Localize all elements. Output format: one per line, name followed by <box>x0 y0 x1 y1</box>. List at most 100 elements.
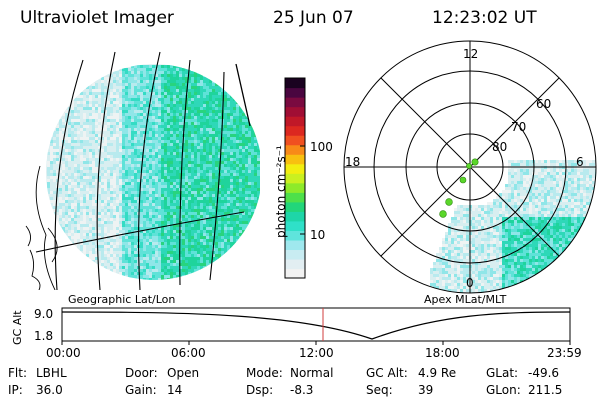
emission-pixel <box>116 83 119 86</box>
emission-pixel <box>200 134 203 137</box>
emission-pixel <box>128 263 131 266</box>
emission-pixel <box>173 191 176 194</box>
emission-pixel <box>224 92 227 95</box>
emission-pixel <box>104 251 107 254</box>
emission-pixel <box>227 185 230 188</box>
emission-pixel <box>131 122 134 125</box>
emission-pixel <box>149 209 152 212</box>
emission-pixel <box>251 221 254 224</box>
emission-pixel <box>74 167 77 170</box>
emission-pixel <box>167 92 170 95</box>
emission-pixel <box>86 104 89 107</box>
emission-pixel <box>56 140 59 143</box>
emission-pixel <box>197 149 200 152</box>
emission-pixel <box>571 208 574 211</box>
emission-pixel <box>529 184 532 187</box>
emission-pixel <box>83 212 86 215</box>
emission-pixel <box>535 214 538 217</box>
emission-pixel <box>122 95 125 98</box>
emission-pixel <box>107 122 110 125</box>
emission-pixel <box>200 86 203 89</box>
emission-pixel <box>185 191 188 194</box>
emission-pixel <box>176 197 179 200</box>
emission-pixel <box>248 170 251 173</box>
emission-pixel <box>200 128 203 131</box>
emission-pixel <box>236 113 239 116</box>
emission-pixel <box>149 131 152 134</box>
emission-pixel <box>547 193 550 196</box>
emission-pixel <box>161 146 164 149</box>
emission-pixel <box>194 104 197 107</box>
emission-pixel <box>143 71 146 74</box>
emission-pixel <box>209 239 212 242</box>
emission-pixel <box>218 143 221 146</box>
emission-pixel <box>50 143 53 146</box>
emission-pixel <box>119 200 122 203</box>
emission-pixel <box>80 155 83 158</box>
emission-pixel <box>125 206 128 209</box>
emission-pixel <box>86 128 89 131</box>
emission-pixel <box>209 167 212 170</box>
emission-pixel <box>224 176 227 179</box>
emission-pixel <box>571 199 574 202</box>
emission-pixel <box>170 65 173 68</box>
emission-pixel <box>197 263 200 266</box>
emission-pixel <box>209 86 212 89</box>
emission-pixel <box>245 218 248 221</box>
emission-pixel <box>161 170 164 173</box>
emission-pixel <box>59 194 62 197</box>
emission-pixel <box>592 175 595 178</box>
emission-pixel <box>215 185 218 188</box>
colorbar-band <box>285 230 305 241</box>
time-label: 12:23:02 UT <box>432 8 537 28</box>
emission-pixel <box>173 86 176 89</box>
emission-pixel <box>248 209 251 212</box>
emission-pixel <box>595 211 596 214</box>
emission-pixel <box>98 185 101 188</box>
emission-pixel <box>230 101 233 104</box>
emission-pixel <box>224 248 227 251</box>
emission-pixel <box>74 143 77 146</box>
emission-pixel <box>568 202 571 205</box>
emission-pixel <box>251 185 254 188</box>
emission-pixel <box>149 80 152 83</box>
emission-pixel <box>209 80 212 83</box>
emission-pixel <box>119 107 122 110</box>
emission-pixel <box>475 220 478 223</box>
emission-pixel <box>523 202 526 205</box>
emission-pixel <box>161 80 164 83</box>
emission-pixel <box>68 104 71 107</box>
emission-pixel <box>224 107 227 110</box>
emission-pixel <box>74 164 77 167</box>
emission-pixel <box>236 161 239 164</box>
emission-pixel <box>571 193 574 196</box>
emission-pixel <box>128 101 131 104</box>
emission-pixel <box>493 217 496 220</box>
emission-pixel <box>544 160 547 163</box>
emission-pixel <box>98 257 101 260</box>
emission-pixel <box>209 173 212 176</box>
emission-pixel <box>74 146 77 149</box>
emission-pixel <box>80 131 83 134</box>
emission-pixel <box>580 187 583 190</box>
colorbar-band <box>285 125 305 136</box>
emission-pixel <box>523 184 526 187</box>
emission-pixel <box>104 122 107 125</box>
emission-pixel <box>505 208 508 211</box>
emission-pixel <box>194 212 197 215</box>
emission-pixel <box>113 233 116 236</box>
emission-pixel <box>188 122 191 125</box>
emission-pixel <box>203 119 206 122</box>
emission-pixel <box>56 209 59 212</box>
emission-pixel <box>119 98 122 101</box>
emission-pixel <box>110 170 113 173</box>
emission-pixel <box>149 275 152 278</box>
emission-pixel <box>113 245 116 248</box>
emission-pixel <box>553 181 556 184</box>
emission-pixel <box>179 89 182 92</box>
emission-pixel <box>92 152 95 155</box>
emission-pixel <box>248 167 251 170</box>
emission-pixel <box>86 227 89 230</box>
emission-pixel <box>50 206 53 209</box>
emission-pixel <box>197 125 200 128</box>
